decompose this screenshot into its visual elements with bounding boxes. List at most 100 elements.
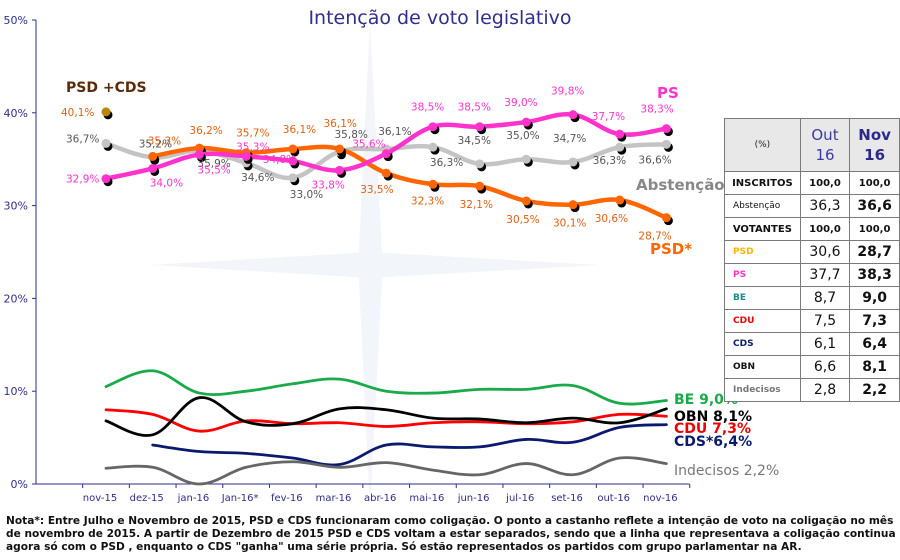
data-point-absten-o [428, 142, 438, 152]
data-label-absten-o: 35,8% [335, 129, 368, 141]
line-chart: Intenção de voto legislativo 0% 10% 20% 30%… [4, 7, 779, 510]
x-tick-label: set-16 [551, 493, 583, 504]
end-label-cds: CDS*6,4% [674, 434, 752, 450]
x-tick-label: mai-16 [409, 493, 444, 504]
table-corner: (%) [724, 118, 801, 172]
x-tick-label: mar-16 [316, 493, 352, 504]
end-label-ps: PS [657, 84, 679, 102]
row-label: BE [724, 286, 801, 310]
cell-out-16: 7,5 [799, 309, 851, 333]
end-label-absten-o: Abstenção [636, 176, 725, 194]
cell-nov-16: 38,3 [849, 263, 900, 287]
data-label-ps: 33,8% [312, 179, 345, 191]
cell-out-16: 8,7 [799, 286, 851, 310]
data-label-ps: 35,3% [236, 141, 269, 153]
table-header-out: Out 16 [799, 118, 851, 172]
cell-nov-16: 9,0 [849, 286, 900, 310]
end-label-psd: PSD* [650, 240, 692, 258]
data-point-absten-o [615, 142, 625, 152]
data-label-ps: 38,5% [411, 102, 444, 114]
cell-nov-16: 36,6 [849, 194, 900, 218]
data-label-absten-o: 36,7% [66, 133, 99, 145]
cell-out-16: 37,7 [799, 263, 851, 287]
row-label: CDS [724, 332, 801, 356]
point-labels: 36,7% 35,2%35,9%34,6%33,0%35,8% 36,1%36,3%… [61, 80, 779, 479]
row-label: Abstenção [724, 194, 801, 218]
data-label-psd: 36,2% [189, 125, 222, 137]
x-tick-label: jan-16 [177, 493, 210, 504]
data-label-absten-o: 35,9% [197, 158, 230, 170]
x-tick-label: nov-15 [83, 493, 117, 504]
cell-nov-16: 28,7 [849, 240, 900, 264]
data-label-psd: 30,6% [595, 213, 628, 225]
x-tick-label: dez-15 [130, 493, 164, 504]
x-tick-label: out-16 [597, 493, 630, 504]
table-row: PSD 30,6 28,7 [724, 240, 900, 264]
data-label-ps: 37,7% [592, 111, 625, 123]
data-label-ps: 35,5% [197, 165, 230, 177]
data-point-ps [428, 122, 438, 132]
table-row: OBN 6,6 8,1 [724, 355, 900, 379]
cell-out-16: 6,1 [799, 332, 851, 356]
data-label-ps: 38,5% [458, 102, 491, 114]
footnote: Nota*: Entre Julho e Novembro de 2015, P… [6, 515, 896, 553]
data-point-psd [521, 196, 531, 206]
data-label-psd: 35,3% [148, 135, 181, 147]
data-label-psd: 32,3% [411, 195, 444, 207]
end-label-obn: OBN 8,1% [674, 409, 752, 425]
table-header-nov: Nov 16 [849, 118, 900, 172]
cell-out-16: 30,6 [799, 240, 851, 264]
data-point-psd [475, 181, 485, 191]
x-tick-label: jun-16 [457, 493, 490, 504]
results-table: (%) Out 16 Nov 16 INSCRITOS 100,0 100,0 Abste… [724, 118, 900, 402]
data-point-coalition [101, 107, 111, 117]
watermark-star [150, 20, 600, 510]
data-point-absten-o [288, 173, 298, 183]
data-label-coalition: 40,1% [61, 107, 94, 119]
coalition-label: PSD +CDS [66, 80, 147, 96]
data-point-ps [615, 129, 625, 139]
cell-out-16: 100,0 [799, 171, 851, 195]
x-tick-label: fev-16 [271, 493, 303, 504]
data-label-absten-o: 34,6% [241, 172, 274, 184]
series-line-indecisos [104, 456, 668, 486]
data-label-psd: 32,1% [460, 199, 493, 211]
data-point-psd [661, 213, 671, 223]
data-point-psd [148, 151, 158, 161]
data-point-absten-o [101, 138, 111, 148]
data-point-psd [288, 144, 298, 154]
x-tick-label: nov-16 [643, 493, 677, 504]
data-point-ps [475, 122, 485, 132]
table-row: Indecisos 2,8 2,2 [724, 378, 900, 402]
data-point-absten-o [475, 159, 485, 169]
row-label: PSD [724, 240, 801, 264]
data-label-absten-o: 34,5% [458, 135, 491, 147]
series-line-cdu [104, 408, 668, 433]
data-label-psd: 36,1% [324, 118, 357, 130]
data-label-psd: 30,5% [506, 214, 539, 226]
data-label-psd: 30,1% [553, 218, 586, 230]
cell-out-16: 2,8 [799, 378, 851, 402]
y-tick-label: 10% [4, 385, 28, 398]
chart-title: Intenção de voto legislativo [308, 7, 571, 29]
cell-out-16: 6,6 [799, 355, 851, 379]
row-label: Indecisos [724, 378, 801, 402]
row-label: CDU [724, 309, 801, 333]
table-row: INSCRITOS 100,0 100,0 [724, 171, 900, 195]
table-header-row: (%) Out 16 Nov 16 [724, 118, 900, 172]
series-line-be [104, 369, 668, 406]
data-label-ps: 35,6% [352, 139, 385, 151]
row-label: PS [724, 263, 801, 287]
data-label-absten-o: 36,3% [593, 155, 626, 167]
data-point-absten-o [568, 157, 578, 167]
y-tick-label: 40% [4, 107, 28, 120]
x-tick-label: Jan-16* [221, 493, 259, 504]
data-label-absten-o: 33,0% [290, 189, 323, 201]
data-point-psd [335, 144, 344, 154]
x-tick-label: jul-16 [505, 493, 534, 504]
series-layer [101, 107, 673, 486]
data-point-ps [101, 174, 111, 184]
cell-out-16: 100,0 [799, 217, 851, 241]
data-label-absten-o: 34,7% [553, 133, 586, 145]
table-row: CDU 7,5 7,3 [724, 309, 900, 333]
